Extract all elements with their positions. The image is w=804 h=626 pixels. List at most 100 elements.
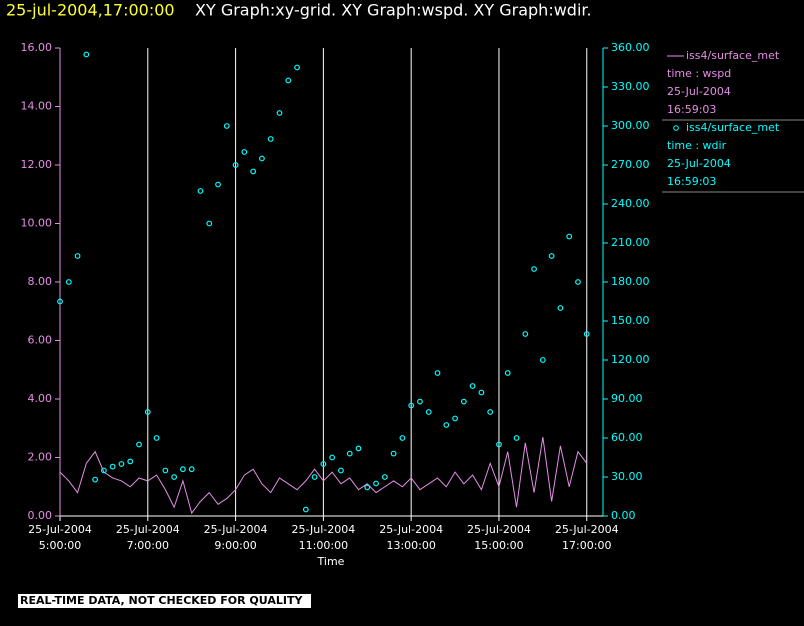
y2-tick-label: 150.00: [611, 314, 650, 327]
wdir-point: [57, 298, 63, 305]
x-tick-label-line: 25-Jul-2004: [116, 523, 180, 536]
y2-tick-label: 90.00: [611, 392, 643, 405]
y2-tick-label: 300.00: [611, 119, 650, 132]
wdir-point: [355, 445, 362, 452]
wdir-point: [381, 474, 388, 480]
y-tick-label: 16.00: [21, 41, 53, 54]
wdir-point: [92, 476, 99, 483]
wdir-point: [408, 402, 415, 409]
wdir-point: [259, 155, 265, 162]
x-tick-label-line: 25-Jul-2004: [379, 523, 443, 536]
y2-tick-label: 360.00: [611, 41, 650, 54]
y-tick-label: 8.00: [28, 275, 53, 288]
wdir-point: [144, 409, 151, 415]
legend-label: iss4/surface_met: [686, 49, 780, 62]
wdir-point: [443, 422, 450, 428]
y-tick-label: 2.00: [28, 451, 53, 464]
x-tick-label-line: 17:00:00: [562, 539, 611, 552]
wdir-point: [250, 168, 257, 175]
x-tick-label-line: 13:00:00: [386, 539, 435, 552]
legend-label: iss4/surface_met: [686, 121, 780, 134]
wdir-point: [425, 409, 432, 415]
x-tick-label: 25-Jul-2004 11:00:00: [291, 523, 355, 552]
footer: REAL-TIME DATA, NOT CHECKED FOR QUALITY: [20, 594, 303, 607]
x-tick-label-line: 25-Jul-2004: [204, 523, 268, 536]
wdir-point: [65, 279, 72, 285]
wdir-point: [469, 383, 476, 389]
wdir-point: [83, 51, 90, 58]
chart-subtitle: XY Graph:xy-grid. XY Graph:wspd. XY Grap…: [195, 1, 592, 20]
x-tick-label-line: 25-Jul-2004: [28, 523, 92, 536]
x-tick-label-line: 25-Jul-2004: [467, 523, 531, 536]
wdir-point: [74, 253, 81, 259]
wdir-point: [162, 467, 169, 474]
wdir-point: [548, 253, 555, 259]
y2-tick-label: 330.00: [611, 80, 650, 93]
wdir-point: [188, 466, 195, 473]
y2-tick-label: 120.00: [611, 353, 650, 366]
x-tick-label: 25-Jul-2004 13:00:00: [379, 523, 443, 552]
wdir-point: [276, 110, 283, 116]
wdir-point: [566, 233, 573, 240]
wdir-point: [171, 474, 178, 480]
wdir-point: [180, 466, 186, 473]
x-tick-label-line: 25-Jul-2004: [555, 523, 619, 536]
wdir-point: [478, 389, 485, 396]
wdir-point: [109, 463, 116, 470]
wdir-point: [302, 506, 309, 513]
wdir-point: [539, 357, 546, 363]
wdir-point: [373, 480, 379, 487]
legend-detail: 16:59:03: [667, 103, 716, 116]
wdir-point: [311, 474, 318, 480]
wdir-point: [522, 331, 529, 337]
wdir-point: [496, 441, 502, 448]
chart-title: 25-jul-2004,17:00:00: [6, 1, 175, 20]
wdir-point: [346, 450, 353, 457]
wdir-point: [487, 409, 494, 415]
y-tick-label: 6.00: [28, 334, 53, 347]
x-tick-label: 25-Jul-2004 9:00:00: [204, 523, 268, 552]
x-tick-label-line: 11:00:00: [299, 539, 348, 552]
legend-detail: 16:59:03: [667, 175, 716, 188]
wdir-point: [241, 149, 248, 155]
x-tick-label-line: 7:00:00: [127, 539, 169, 552]
legend-detail: time : wspd: [667, 67, 731, 80]
legend-detail: time : wdir: [667, 139, 727, 152]
wdir-point: [294, 64, 300, 71]
legend-swatch: [673, 125, 679, 131]
wdir-point: [417, 398, 423, 405]
wdir-point: [504, 370, 511, 376]
x-tick-label-line: 15:00:00: [474, 539, 523, 552]
y2-tick-label: 210.00: [611, 236, 650, 249]
wdir-point: [557, 305, 564, 311]
footer-box: [18, 594, 311, 608]
wdir-point: [215, 181, 221, 188]
wdir-point: [100, 467, 107, 474]
legend-detail: 25-Jul-2004: [667, 85, 731, 98]
y2-tick-label: 270.00: [611, 158, 650, 171]
wdir-point: [267, 136, 274, 142]
y-tick-label: 0.00: [28, 509, 53, 522]
wdir-point: [434, 370, 441, 376]
x-tick-label: 25-Jul-2004 15:00:00: [467, 523, 531, 552]
y2-tick-label: 0.00: [611, 509, 636, 522]
wdir-point: [285, 77, 292, 84]
wdir-point: [338, 467, 344, 474]
wdir-point: [583, 331, 590, 337]
wdir-point: [513, 435, 520, 441]
wdir-point: [452, 415, 458, 422]
y-tick-label: 10.00: [21, 217, 53, 230]
wdir-point: [136, 441, 142, 448]
y2-tick-label: 30.00: [611, 470, 643, 483]
y2-tick-label: 180.00: [611, 275, 650, 288]
x-tick-label: 25-Jul-2004 17:00:00: [555, 523, 619, 552]
x-tick-label-line: 5:00:00: [39, 539, 81, 552]
y-tick-label: 12.00: [21, 158, 53, 171]
x-tick-label-line: 9:00:00: [214, 539, 256, 552]
y-tick-label: 14.00: [21, 100, 53, 113]
wdir-point: [127, 458, 134, 465]
wdir-point: [390, 450, 397, 457]
wdir-point: [197, 188, 204, 194]
legend-detail: 25-Jul-2004: [667, 157, 731, 170]
